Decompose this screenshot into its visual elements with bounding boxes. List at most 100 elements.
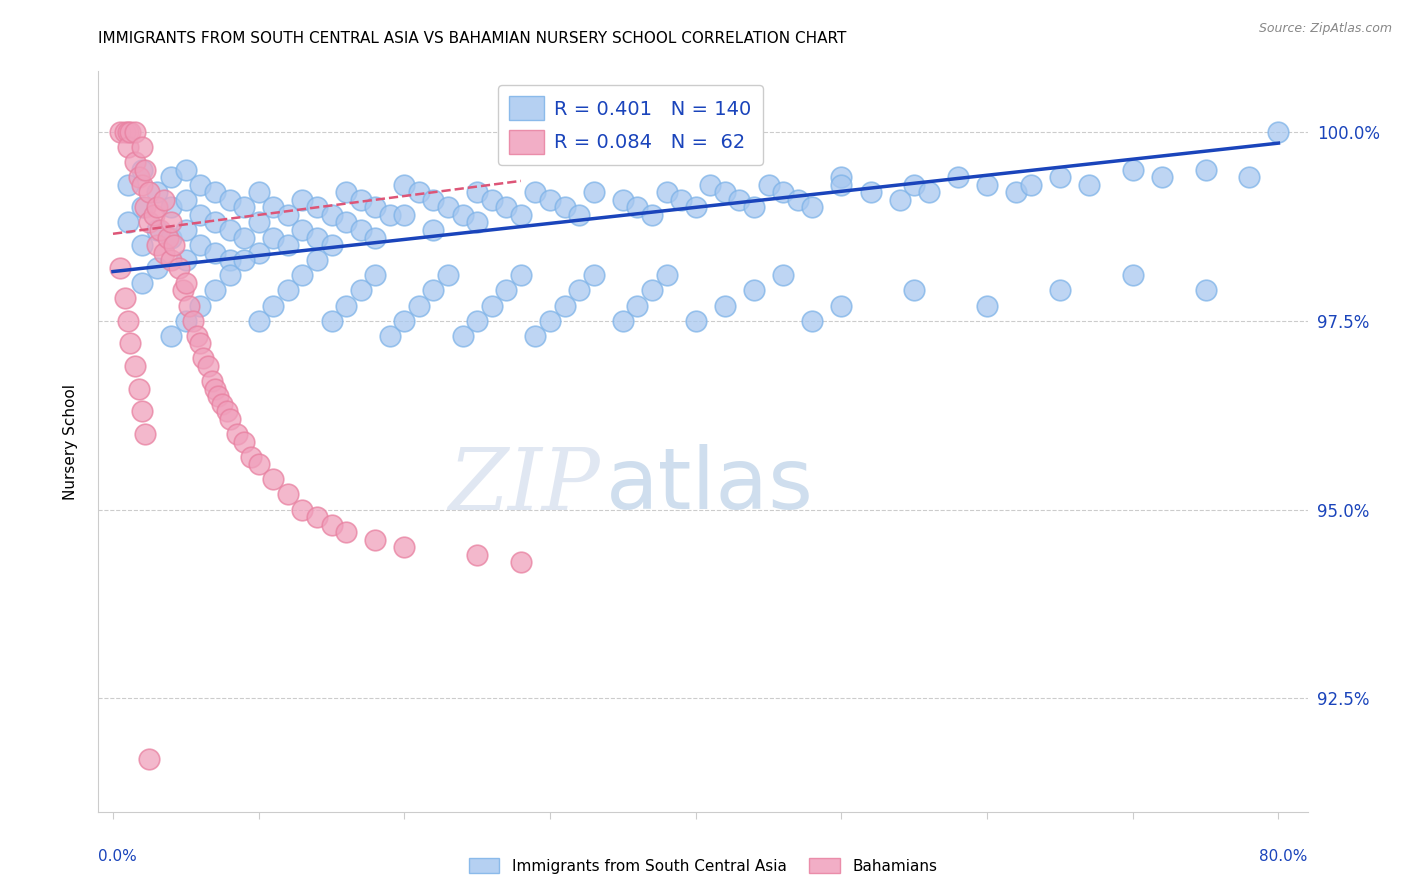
Point (160, 200, 183, 214)
Point (134, 162, 156, 177)
Point (117, 140, 139, 154)
Point (378, 328, 401, 343)
Point (335, 215, 357, 229)
Point (247, 186, 270, 200)
Point (714, 299, 737, 313)
Point (131, 162, 153, 177)
Point (291, 223, 314, 237)
Point (481, 299, 503, 313)
Point (247, 245, 270, 260)
Point (262, 299, 284, 313)
Point (481, 193, 503, 207)
Point (277, 284, 299, 298)
Point (114, 291, 136, 305)
Point (1005, 186, 1028, 200)
Point (110, 125, 132, 139)
Point (124, 125, 146, 139)
Point (145, 186, 167, 200)
Point (1019, 178, 1042, 192)
Point (1049, 170, 1071, 185)
Point (160, 170, 183, 185)
Point (626, 299, 648, 313)
Point (117, 313, 139, 327)
Point (117, 178, 139, 192)
Point (291, 268, 314, 283)
Point (582, 268, 605, 283)
Point (394, 313, 416, 327)
Point (172, 284, 194, 298)
Point (262, 472, 284, 486)
Text: Source: ZipAtlas.com: Source: ZipAtlas.com (1258, 22, 1392, 36)
Point (277, 238, 299, 252)
Point (1150, 170, 1173, 185)
Point (211, 397, 233, 411)
Text: 0.0%: 0.0% (98, 849, 138, 863)
Point (305, 253, 328, 268)
Point (233, 200, 256, 214)
Point (193, 351, 215, 366)
Point (830, 299, 852, 313)
Point (174, 313, 197, 327)
Point (305, 200, 328, 214)
Point (128, 382, 150, 396)
Point (859, 186, 882, 200)
Point (201, 374, 224, 388)
Point (742, 284, 765, 298)
Point (291, 502, 314, 516)
Point (277, 208, 299, 222)
Point (207, 389, 229, 403)
Point (612, 313, 634, 327)
Point (612, 193, 634, 207)
Point (437, 268, 460, 283)
Point (149, 223, 172, 237)
Y-axis label: Nursery School: Nursery School (63, 384, 77, 500)
Point (204, 382, 226, 396)
Point (422, 284, 444, 298)
Point (1049, 284, 1071, 298)
Point (204, 245, 226, 260)
Point (786, 193, 808, 207)
Point (218, 412, 240, 426)
Point (364, 268, 387, 283)
Point (509, 208, 531, 222)
Point (976, 178, 998, 192)
Point (641, 208, 664, 222)
Point (145, 238, 167, 252)
Point (174, 276, 197, 290)
Legend: R = 0.401   N = 140, R = 0.084   N =  62: R = 0.401 N = 140, R = 0.084 N = 62 (498, 85, 763, 165)
Point (131, 404, 153, 418)
Point (215, 404, 238, 418)
Point (918, 186, 941, 200)
Point (167, 260, 190, 275)
Point (262, 200, 284, 214)
Point (465, 313, 488, 327)
Point (451, 208, 474, 222)
Text: atlas: atlas (606, 444, 814, 527)
Point (247, 457, 270, 471)
Point (174, 253, 197, 268)
Point (321, 238, 343, 252)
Point (163, 238, 186, 252)
Point (889, 193, 911, 207)
Point (190, 178, 212, 192)
Point (305, 230, 328, 244)
Point (335, 186, 357, 200)
Point (131, 140, 153, 154)
Point (554, 299, 576, 313)
Point (465, 186, 488, 200)
Point (465, 215, 488, 229)
Point (131, 178, 153, 192)
Point (350, 223, 373, 237)
Point (1122, 268, 1144, 283)
Point (655, 268, 678, 283)
Point (394, 208, 416, 222)
Point (364, 533, 387, 547)
Point (465, 548, 488, 562)
Point (903, 284, 925, 298)
Point (568, 284, 591, 298)
Point (976, 299, 998, 313)
Point (422, 223, 444, 237)
Point (128, 170, 150, 185)
Point (1267, 125, 1289, 139)
Point (699, 178, 721, 192)
